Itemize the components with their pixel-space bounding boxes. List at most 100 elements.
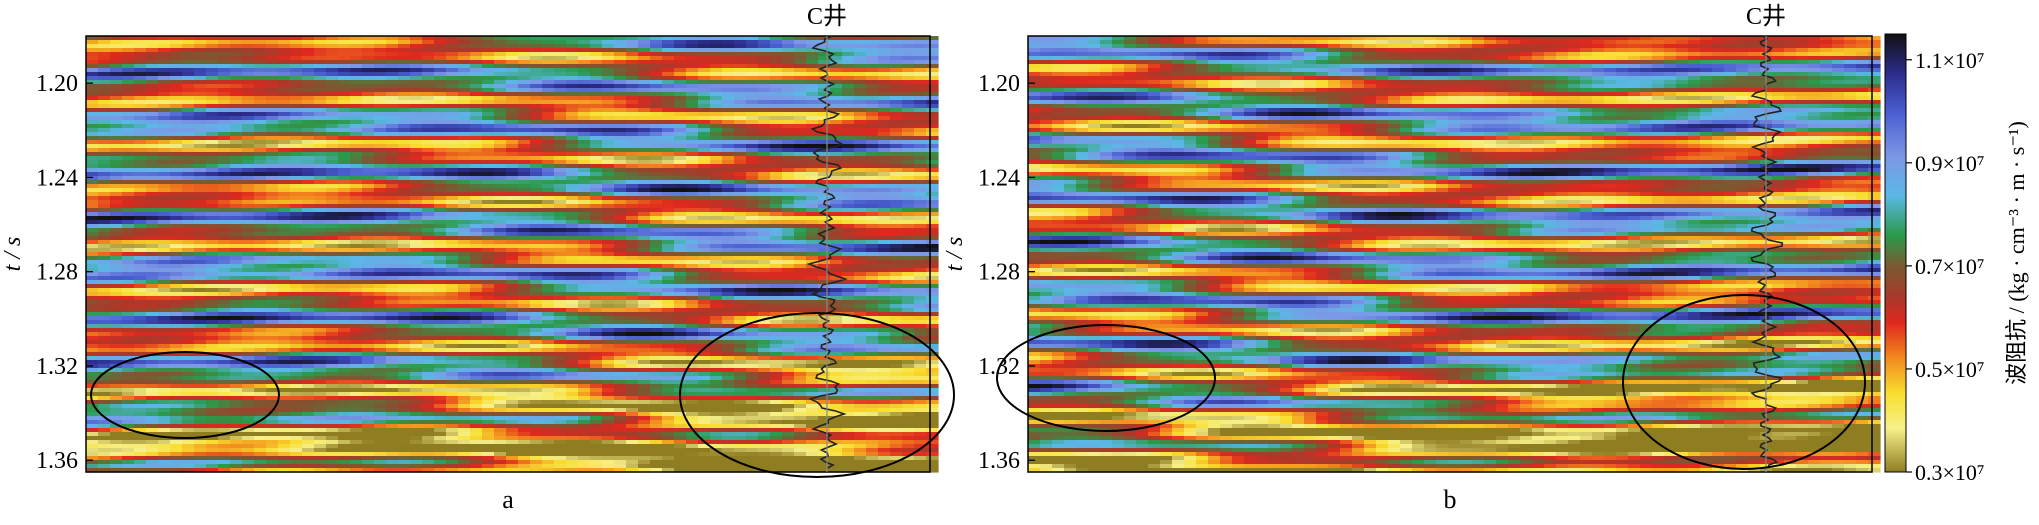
- heat-cell: [926, 120, 939, 125]
- heat-cell: [86, 228, 99, 233]
- heat-cell: [278, 208, 291, 213]
- heat-cell: [626, 100, 639, 105]
- heat-cell: [446, 176, 459, 181]
- heat-cell: [674, 248, 687, 253]
- heat-cell: [746, 296, 759, 301]
- heat-cell: [278, 216, 291, 221]
- heat-cell: [290, 148, 303, 153]
- heat-cell: [170, 148, 183, 153]
- heat-cell: [830, 300, 843, 305]
- heat-cell: [398, 260, 411, 265]
- heat-cell: [782, 212, 795, 217]
- heat-cell: [266, 288, 279, 293]
- heat-cell: [902, 80, 915, 85]
- heat-cell: [902, 252, 915, 257]
- heat-cell: [878, 256, 891, 261]
- heat-cell: [758, 120, 771, 125]
- heat-cell: [734, 112, 747, 117]
- heat-cell: [854, 144, 867, 149]
- heat-cell: [722, 208, 735, 213]
- heat-cell: [578, 124, 591, 129]
- heat-cell: [230, 76, 243, 81]
- heat-cell: [302, 120, 315, 125]
- heat-cell: [362, 132, 375, 137]
- heat-cell: [350, 36, 363, 41]
- heat-cell: [182, 108, 195, 113]
- heat-cell: [158, 88, 171, 93]
- heat-cell: [602, 288, 615, 293]
- heat-cell: [662, 128, 675, 133]
- heat-cell: [782, 156, 795, 161]
- heat-cell: [734, 128, 747, 133]
- heat-cell: [134, 52, 147, 57]
- heat-cell: [110, 160, 123, 165]
- heat-cell: [410, 220, 423, 225]
- heat-cell: [674, 288, 687, 293]
- heat-cell: [806, 52, 819, 57]
- heat-cell: [518, 144, 531, 149]
- heat-cell: [602, 160, 615, 165]
- heat-cell: [230, 96, 243, 101]
- heat-cell: [734, 156, 747, 161]
- heat-cell: [86, 164, 99, 169]
- heat-cell: [542, 248, 555, 253]
- heat-cell: [758, 192, 771, 197]
- heat-cell: [314, 68, 327, 73]
- heat-cell: [218, 192, 231, 197]
- heat-cell: [110, 232, 123, 237]
- heat-cell: [506, 196, 519, 201]
- heat-cell: [446, 64, 459, 69]
- heat-cell: [482, 176, 495, 181]
- heat-cell: [122, 120, 135, 125]
- heat-cell: [458, 260, 471, 265]
- heat-cell: [194, 236, 207, 241]
- heat-cell: [710, 248, 723, 253]
- heat-cell: [350, 288, 363, 293]
- heat-cell: [482, 56, 495, 61]
- heat-cell: [362, 304, 375, 309]
- heat-cell: [86, 220, 99, 225]
- heat-cell: [506, 184, 519, 189]
- heat-cell: [254, 284, 267, 289]
- heat-cell: [758, 112, 771, 117]
- heat-cell: [686, 212, 699, 217]
- heat-cell: [602, 128, 615, 133]
- heat-cell: [398, 88, 411, 93]
- heat-cell: [194, 308, 207, 313]
- heat-cell: [926, 92, 939, 97]
- heat-cell: [470, 84, 483, 89]
- heat-cell: [518, 276, 531, 281]
- heat-cell: [842, 264, 855, 269]
- heat-cell: [842, 192, 855, 197]
- heat-cell: [806, 296, 819, 301]
- heat-cell: [818, 276, 831, 281]
- heat-cell: [758, 96, 771, 101]
- heat-cell: [362, 160, 375, 165]
- heat-cell: [470, 116, 483, 121]
- heat-cell: [410, 60, 423, 65]
- heat-cell: [830, 124, 843, 129]
- heat-cell: [398, 264, 411, 269]
- heat-cell: [170, 56, 183, 61]
- heat-cell: [410, 300, 423, 305]
- heat-cell: [542, 156, 555, 161]
- heat-cell: [566, 276, 579, 281]
- heat-cell: [674, 88, 687, 93]
- heat-cell: [566, 212, 579, 217]
- heat-cell: [338, 252, 351, 257]
- heat-cell: [314, 204, 327, 209]
- heat-cell: [734, 140, 747, 145]
- heat-cell: [518, 272, 531, 277]
- heat-cell: [686, 64, 699, 69]
- heat-cell: [770, 132, 783, 137]
- heat-cell: [698, 116, 711, 121]
- heat-cell: [590, 200, 603, 205]
- heat-cell: [710, 296, 723, 301]
- heat-cell: [890, 196, 903, 201]
- heat-cell: [638, 96, 651, 101]
- heat-cell: [902, 236, 915, 241]
- heat-cell: [338, 100, 351, 105]
- heat-cell: [218, 232, 231, 237]
- heat-cell: [362, 244, 375, 249]
- heat-cell: [470, 196, 483, 201]
